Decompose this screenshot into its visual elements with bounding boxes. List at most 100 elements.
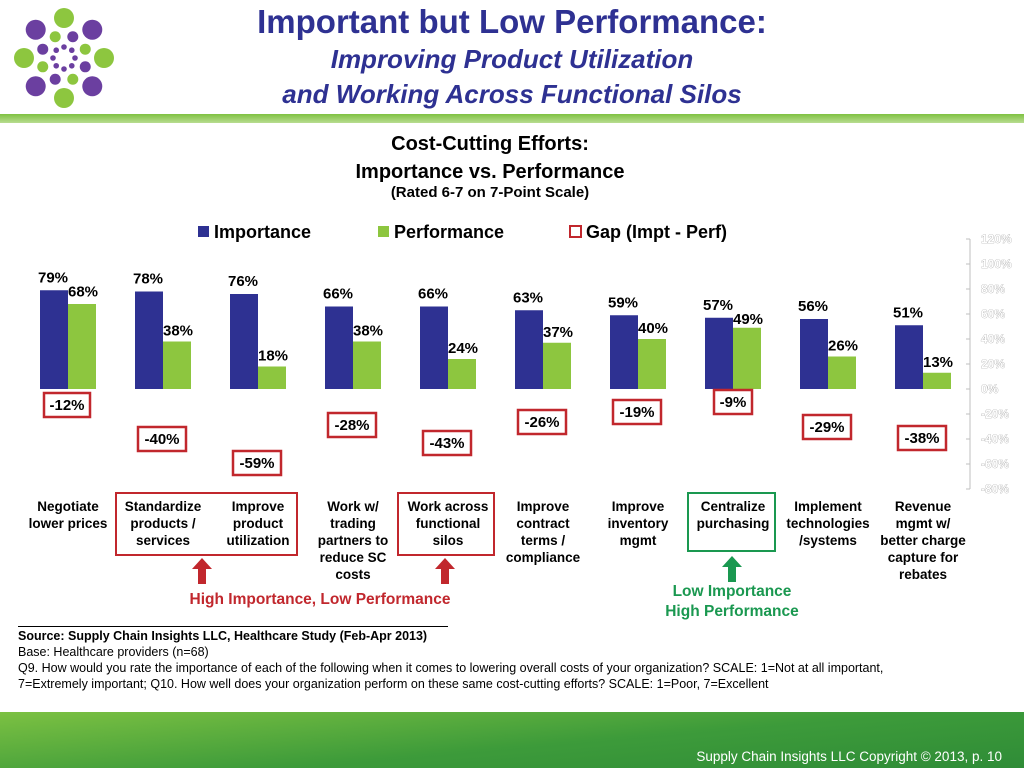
category-label-line: services <box>135 533 191 548</box>
category-label-line: Improve <box>516 499 570 514</box>
category-label-line: product <box>232 516 284 531</box>
category-label-line: rebates <box>898 567 948 582</box>
logo-dot <box>82 76 103 97</box>
gap-box <box>42 391 92 419</box>
category-label-line: reduce SC <box>319 550 387 565</box>
logo-dot <box>67 73 79 85</box>
logo-dot <box>37 61 49 73</box>
importance-bar <box>135 291 163 389</box>
chart-note: (Rated 6-7 on 7-Point Scale) <box>390 184 590 201</box>
performance-value-label: 68% <box>68 283 98 300</box>
logo-dot <box>25 19 46 40</box>
importance-value-label: 51% <box>893 304 923 321</box>
highlight-box-low-importance <box>687 492 776 552</box>
category-label-line: Improve <box>231 499 285 514</box>
category-label: Improve product utilization <box>210 498 306 549</box>
chart-title: Cost-Cutting Efforts: <box>391 133 589 155</box>
logo-dot <box>82 19 103 40</box>
y-tick-label: 80% <box>981 282 1005 296</box>
category-label-line: trading <box>330 516 376 531</box>
legend-label: Performance <box>394 222 504 242</box>
highlight-box-work-across-silos <box>397 492 495 556</box>
importance-bar <box>325 306 353 389</box>
chart-legend: Importance Performance Gap (Impt - Perf) <box>198 222 727 242</box>
performance-bar <box>353 341 381 389</box>
footer-band <box>0 712 1024 768</box>
logo-dot <box>79 61 91 73</box>
category-label: Implement technologies/systems <box>780 498 876 549</box>
logo-dot <box>79 43 91 55</box>
logo-dot <box>25 76 46 97</box>
performance-bar <box>543 342 571 389</box>
y-tick-label: 60% <box>981 307 1005 321</box>
up-arrow-icon <box>192 558 212 584</box>
gap-box <box>611 398 663 426</box>
logo-dot <box>54 8 74 28</box>
logo-dot <box>94 48 114 68</box>
performance-bar <box>448 359 476 389</box>
base-note: Base: Healthcare providers (n=68) <box>18 645 209 659</box>
y-tick-label: 40% <box>981 332 1005 346</box>
performance-bar <box>68 304 96 389</box>
importance-value-label: 78% <box>133 271 163 288</box>
performance-bar <box>163 341 191 389</box>
logo-dot <box>49 31 61 43</box>
y-tick-label: 0% <box>981 382 999 396</box>
data-labels: 79%68%78%38%76%18%66%38%66%24%63%37%59%4… <box>38 269 953 371</box>
performance-value-label: 40% <box>638 320 668 337</box>
gap-box <box>801 413 853 441</box>
importance-value-label: 79% <box>38 269 68 286</box>
importance-value-label: 66% <box>323 286 353 303</box>
importance-value-label: 66% <box>418 286 448 303</box>
logo-dot <box>68 47 75 54</box>
y-tick-label: -40% <box>981 432 1009 446</box>
slide-title: Important but Low Performance: <box>257 3 767 40</box>
category-label-line: silos <box>432 533 464 548</box>
performance-bar <box>258 366 286 389</box>
category-label-line: Standardize <box>124 499 202 514</box>
category-label-line: partners to <box>317 533 389 548</box>
category-label-line: lower prices <box>28 516 108 531</box>
bar-chart: Importance Performance Gap (Impt - Perf) 1… <box>38 222 1012 496</box>
gap-box <box>421 429 473 457</box>
performance-bar <box>638 339 666 389</box>
performance-value-label: 49% <box>733 311 763 328</box>
performance-bar <box>828 356 856 389</box>
legend-label: Gap (Impt - Perf) <box>586 222 727 242</box>
logo-dot <box>61 66 67 72</box>
performance-value-label: 38% <box>353 323 383 340</box>
chart-subtitle: Importance vs. Performance <box>355 161 625 183</box>
importance-bar <box>420 306 448 389</box>
gap-value-label: -12% <box>49 397 84 414</box>
category-label-line: costs <box>335 567 371 582</box>
category-label-line: capture for <box>887 550 959 565</box>
bar-series <box>40 290 951 389</box>
gap-value-label: -43% <box>429 435 464 452</box>
category-label-line: Work w/ <box>327 499 379 514</box>
y-axis: 120% 100% 80% 60% 40% 20% 0% -20% -40% -60% -80% <box>966 232 1012 496</box>
category-label: Revenue mgmt w/better charge capture for re… <box>875 498 971 583</box>
company-logo <box>14 8 114 108</box>
header-divider <box>0 114 1024 123</box>
category-label-line: Revenue <box>894 499 952 514</box>
logo-dots <box>14 8 114 108</box>
source-divider <box>18 626 448 627</box>
low-importance-label: Low Importance <box>672 583 792 600</box>
category-label-line: functional <box>415 516 481 531</box>
category-label-line: better charge <box>880 533 966 548</box>
logo-dot <box>50 55 56 61</box>
performance-bar <box>923 372 951 389</box>
performance-bar <box>733 327 761 389</box>
performance-value-label: 24% <box>448 340 478 357</box>
gap-box <box>326 411 378 439</box>
performance-value-label: 26% <box>828 338 858 355</box>
category-label-line: Centralize <box>700 499 766 514</box>
importance-bar <box>230 294 258 389</box>
up-arrow-icon <box>435 558 455 584</box>
importance-bar <box>610 315 638 389</box>
gap-value-label: -40% <box>144 431 179 448</box>
category-label-line: inventory <box>607 516 669 531</box>
importance-bar <box>40 290 68 389</box>
category-label: Standardize products / services <box>115 498 211 549</box>
gap-labels: -12% -40% -59% -28% -43% -26% -19% -9% -29% -38% <box>42 388 948 477</box>
